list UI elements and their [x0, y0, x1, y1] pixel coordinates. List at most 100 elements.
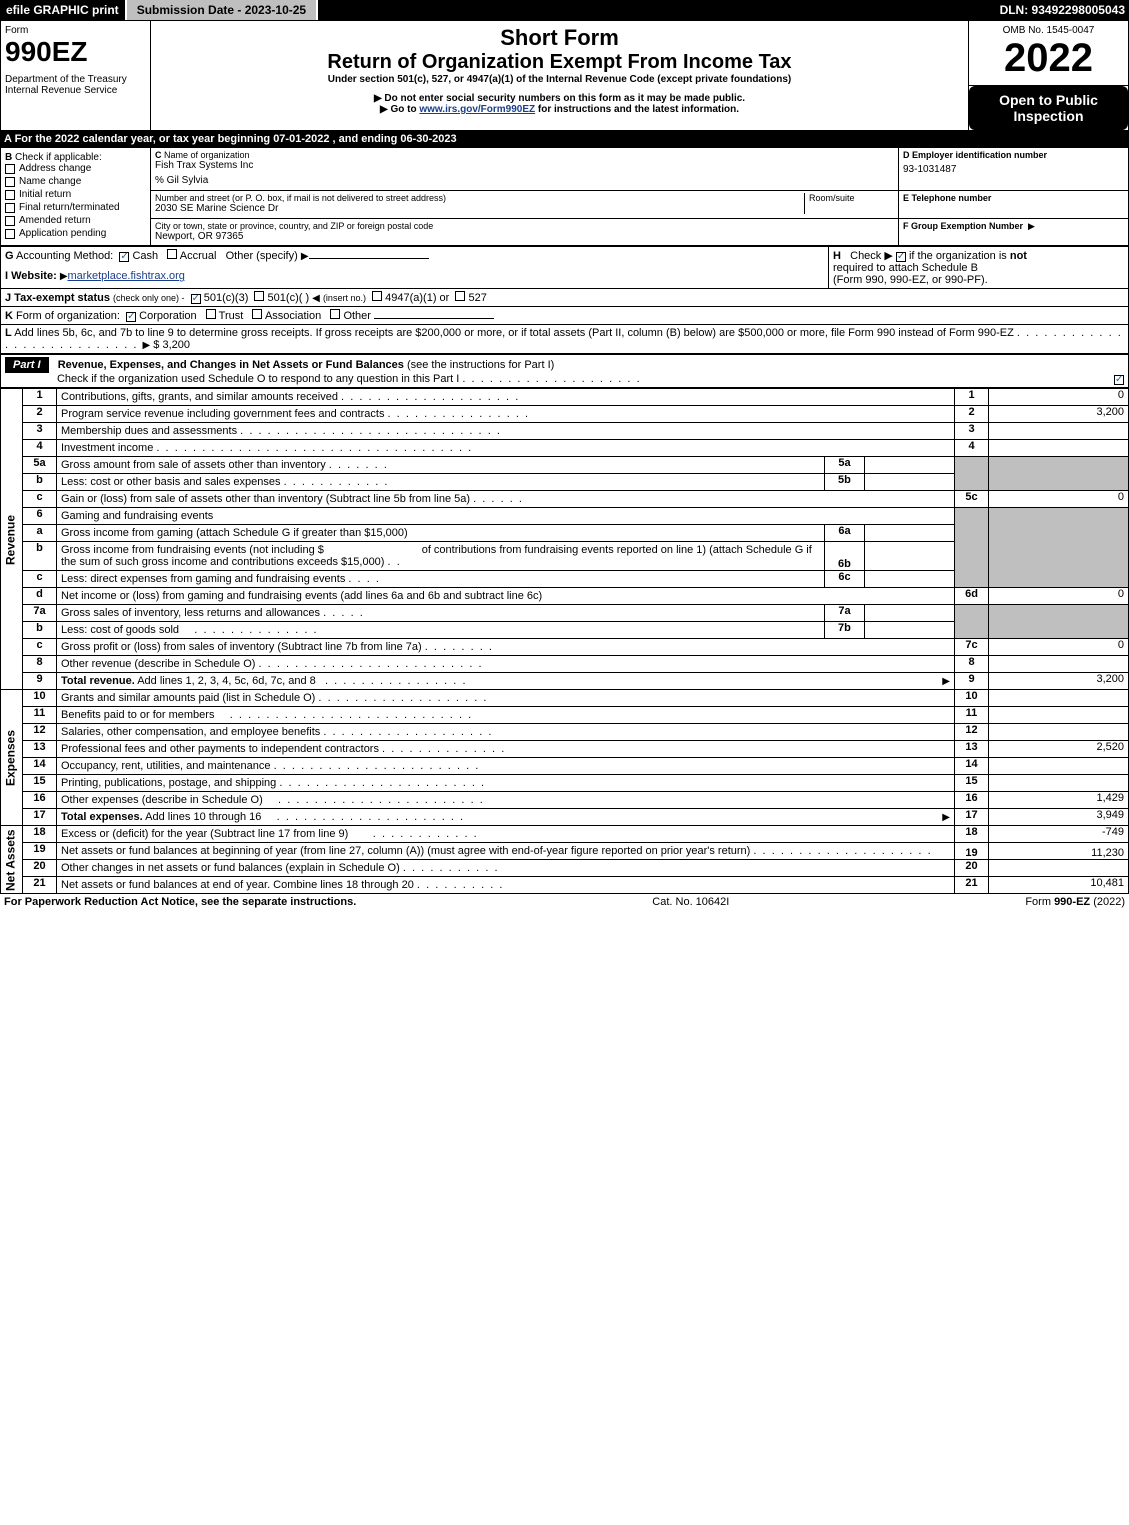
line-19: 19 Net assets or fund balances at beginn… [1, 843, 1129, 860]
k-corp: Corporation [139, 310, 196, 322]
h-text3: required to attach Schedule B [833, 262, 978, 274]
f-label: F Group Exemption Number [903, 221, 1023, 231]
k-trust-check[interactable] [206, 309, 216, 319]
line-16: 16 Other expenses (describe in Schedule … [1, 792, 1129, 809]
k-assoc: Association [265, 310, 321, 322]
c-nameorg-label: Name of organization [164, 150, 250, 160]
k-assoc-check[interactable] [252, 309, 262, 319]
application-check[interactable] [5, 229, 15, 239]
val-14 [989, 758, 1129, 775]
irs-link[interactable]: www.irs.gov/Form990EZ [419, 104, 535, 115]
line-3: 3 Membership dues and assessments . . . … [1, 423, 1129, 440]
k-other-check[interactable] [330, 309, 340, 319]
val-3 [989, 423, 1129, 440]
part1-sub: (see the instructions for Part I) [407, 359, 554, 371]
part1-checkline: Check if the organization used Schedule … [57, 373, 459, 385]
line-6d: d Net income or (loss) from gaming and f… [1, 588, 1129, 605]
accrual-check[interactable] [167, 249, 177, 259]
j-527-check[interactable] [455, 291, 465, 301]
line-5c: c Gain or (loss) from sale of assets oth… [1, 491, 1129, 508]
other-specify-input[interactable] [309, 258, 429, 259]
j-501c3: 501(c)(3) [204, 292, 249, 304]
subtitle: Under section 501(c), 527, or 4947(a)(1)… [155, 74, 964, 85]
d-label: D Employer identification number [903, 150, 1124, 160]
goto-line: Go to www.irs.gov/Form990EZ for instruct… [155, 104, 964, 115]
j-4947-check[interactable] [372, 291, 382, 301]
line-2: 2 Program service revenue including gove… [1, 406, 1129, 423]
val-20 [989, 860, 1129, 877]
h-text4: (Form 990, 990-EZ, or 990-PF). [833, 274, 988, 286]
revenue-label: Revenue [1, 389, 23, 690]
h-text2: if the organization is [909, 250, 1010, 262]
omb: OMB No. 1545-0047 [973, 25, 1124, 36]
footer-mid: Cat. No. 10642I [652, 896, 729, 908]
k-text: Form of organization: [16, 310, 120, 322]
val-18: -749 [989, 826, 1129, 843]
amended-check[interactable] [5, 216, 15, 226]
line-15: 15 Printing, publications, postage, and … [1, 775, 1129, 792]
val-6d: 0 [989, 588, 1129, 605]
amended-return: Amended return [19, 215, 91, 226]
j-label: J Tax-exempt status [5, 292, 110, 304]
line-7c: c Gross profit or (loss) from sales of i… [1, 639, 1129, 656]
short-form: Short Form [155, 25, 964, 51]
careof: % Gil Sylvia [155, 175, 894, 186]
ghij-table: G Accounting Method: Cash Accrual Other … [0, 246, 1129, 354]
val-19: 11,230 [989, 843, 1129, 860]
k-corp-check[interactable] [126, 312, 136, 322]
ein: 93-1031487 [903, 164, 1124, 175]
name-change: Name change [19, 176, 81, 187]
footer-left: For Paperwork Reduction Act Notice, see … [4, 896, 356, 908]
dept-treasury: Department of the Treasury [5, 74, 146, 85]
l-value: $ 3,200 [153, 339, 190, 351]
initial-check[interactable] [5, 190, 15, 200]
val-10 [989, 690, 1129, 707]
h-check-text: Check ▶ [850, 250, 893, 262]
val-1: 0 [989, 389, 1129, 406]
val-12 [989, 724, 1129, 741]
val-2: 3,200 [989, 406, 1129, 423]
line-20: 20 Other changes in net assets or fund b… [1, 860, 1129, 877]
footer-right: Form 990-EZ (2022) [1025, 896, 1125, 908]
expenses-label: Expenses [1, 690, 23, 826]
c-label: C [155, 150, 162, 160]
footer: For Paperwork Reduction Act Notice, see … [0, 894, 1129, 910]
j-501c: 501(c)( ) [268, 292, 310, 304]
dln: DLN: 93492298005043 [994, 0, 1129, 20]
cash-check[interactable] [119, 252, 129, 262]
k-other-input[interactable] [374, 318, 494, 319]
schedule-o-check[interactable] [1114, 375, 1124, 385]
irs-label: Internal Revenue Service [5, 85, 146, 96]
other-specify: Other (specify) [226, 250, 298, 262]
val-13: 2,520 [989, 741, 1129, 758]
line-21: 21 Net assets or fund balances at end of… [1, 877, 1129, 894]
part1-title: Revenue, Expenses, and Changes in Net As… [58, 359, 404, 371]
e-label: E Telephone number [903, 193, 1124, 203]
h-check[interactable] [896, 252, 906, 262]
g-label: G [5, 250, 14, 262]
part1-header: Part I Revenue, Expenses, and Changes in… [0, 354, 1129, 388]
val-9: 3,200 [989, 673, 1129, 690]
line-12: 12 Salaries, other compensation, and emp… [1, 724, 1129, 741]
g-text: Accounting Method: [16, 250, 113, 262]
city: Newport, OR 97365 [155, 231, 894, 242]
addr-change-check[interactable] [5, 164, 15, 174]
name-change-check[interactable] [5, 177, 15, 187]
efile-print[interactable]: efile GRAPHIC print [0, 0, 127, 20]
k-trust: Trust [219, 310, 244, 322]
form-word: Form [5, 25, 146, 36]
netassets-label: Net Assets [1, 826, 23, 894]
ssn-warning: Do not enter social security numbers on … [155, 93, 964, 104]
j-501c-check[interactable] [254, 291, 264, 301]
section-a: A For the 2022 calendar year, or tax yea… [0, 131, 1129, 147]
j-501c3-check[interactable] [191, 294, 201, 304]
b-check: Check if applicable: [15, 152, 102, 163]
topbar-spacer [318, 0, 993, 20]
h-not: not [1010, 250, 1027, 262]
website[interactable]: marketplace.fishtrax.org [68, 270, 185, 282]
final-check[interactable] [5, 203, 15, 213]
org-info-table: B Check if applicable: Address change Na… [0, 147, 1129, 246]
val-8 [989, 656, 1129, 673]
open-public: Open to Public Inspection [969, 86, 1128, 130]
l-text: Add lines 5b, 6c, and 7b to line 9 to de… [14, 327, 1014, 339]
